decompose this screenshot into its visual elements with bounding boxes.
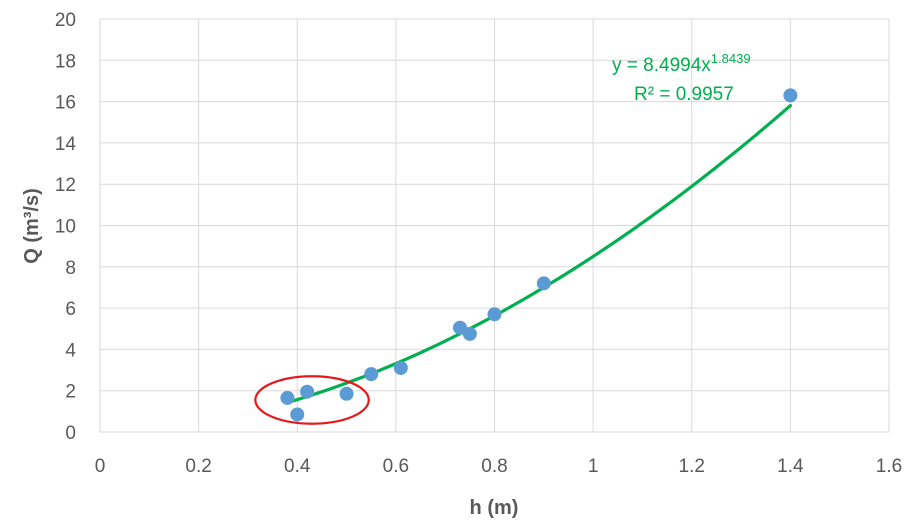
x-tick-label: 0.8: [481, 456, 507, 477]
y-tick-label: 4: [65, 340, 76, 361]
x-tick-label: 1: [588, 456, 599, 477]
gridlines: [99, 18, 890, 433]
power-trendline: [285, 104, 792, 405]
x-tick-labels: 0 0.2 0.4 0.6 0.8 1 1.2 1.4 1.6: [95, 456, 903, 477]
data-point: [462, 326, 477, 341]
x-tick-label: 0.4: [284, 456, 311, 477]
y-tick-label: 0: [65, 423, 76, 444]
data-point: [393, 360, 408, 375]
x-tick-label: 0.6: [383, 456, 409, 477]
data-point: [536, 276, 551, 291]
y-tick-label: 2: [65, 382, 76, 403]
data-point: [280, 390, 295, 405]
y-tick-label: 14: [55, 134, 77, 155]
data-point: [487, 307, 502, 322]
x-axis-title: h (m): [470, 497, 519, 519]
y-tick-label: 8: [65, 258, 76, 279]
data-point: [364, 367, 379, 382]
x-tick-label: 0: [95, 456, 106, 477]
y-tick-label: 18: [55, 51, 76, 72]
y-tick-label: 20: [55, 10, 76, 31]
data-points: [280, 88, 798, 422]
x-tick-label: 1.4: [777, 456, 804, 477]
trendline-group: [285, 104, 792, 405]
y-tick-label: 6: [65, 299, 76, 320]
trendline-equation: y = 8.4994x1.8439: [612, 51, 751, 76]
r-squared-label: R² = 0.9957: [634, 84, 734, 105]
y-tick-labels: 0 2 4 6 8 10 12 14 16 18 20: [55, 10, 77, 444]
data-point: [339, 386, 354, 401]
y-tick-label: 16: [55, 93, 76, 114]
data-point: [783, 88, 798, 103]
y-tick-label: 12: [55, 175, 76, 196]
x-tick-label: 1.2: [679, 456, 705, 477]
x-tick-label: 1.6: [876, 456, 902, 477]
highlight-ellipse: [254, 375, 370, 425]
annotation-group: [254, 375, 370, 425]
trendline-equation-exponent: 1.8439: [711, 51, 751, 66]
y-tick-label: 10: [55, 217, 76, 238]
trendline-equation-base: y = 8.4994x: [612, 55, 711, 76]
data-point: [290, 407, 305, 422]
y-axis-title: Q (m³/s): [21, 188, 43, 264]
x-tick-label: 0.2: [185, 456, 211, 477]
data-point: [300, 384, 315, 399]
